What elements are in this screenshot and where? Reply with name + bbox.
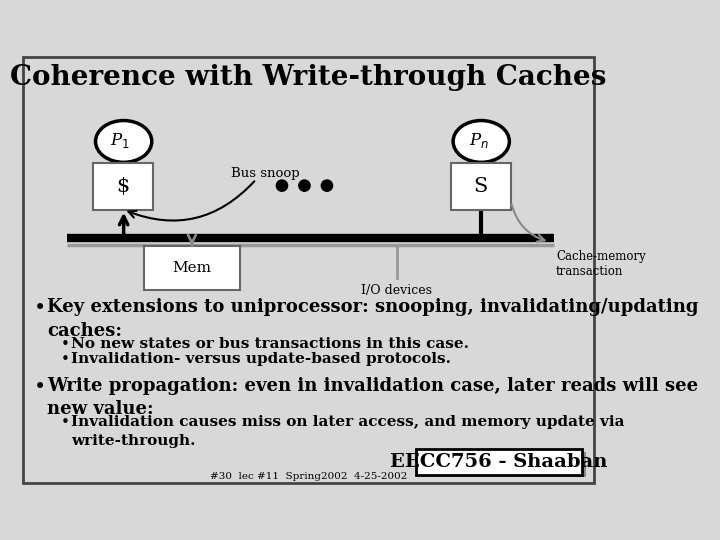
Bar bbox=[93, 163, 153, 210]
Text: •: • bbox=[61, 415, 70, 430]
Text: •: • bbox=[34, 377, 46, 397]
Circle shape bbox=[321, 180, 333, 191]
Ellipse shape bbox=[453, 120, 509, 163]
Text: Write propagation: even in invalidation case, later reads will see
new value:: Write propagation: even in invalidation … bbox=[48, 377, 698, 418]
Text: Bus snoop: Bus snoop bbox=[230, 167, 299, 180]
Circle shape bbox=[299, 180, 310, 191]
Text: P$_n$: P$_n$ bbox=[469, 131, 489, 150]
Text: P$_1$: P$_1$ bbox=[110, 131, 130, 150]
Bar bbox=[451, 163, 511, 210]
Text: #30  lec #11  Spring2002  4-25-2002: #30 lec #11 Spring2002 4-25-2002 bbox=[210, 471, 407, 481]
Text: •: • bbox=[61, 337, 70, 352]
Text: No new states or bus transactions in this case.: No new states or bus transactions in thi… bbox=[71, 337, 469, 350]
Circle shape bbox=[276, 180, 287, 191]
Ellipse shape bbox=[96, 120, 152, 163]
Text: Invalidation- versus update-based protocols.: Invalidation- versus update-based protoc… bbox=[71, 352, 451, 366]
Text: S: S bbox=[474, 177, 488, 196]
Text: EECC756 - Shaaban: EECC756 - Shaaban bbox=[390, 453, 608, 471]
Text: Key extensions to uniprocessor: snooping, invalidating/updating
caches:: Key extensions to uniprocessor: snooping… bbox=[48, 298, 699, 340]
Text: $: $ bbox=[117, 177, 130, 196]
FancyArrowPatch shape bbox=[512, 205, 544, 242]
Text: I/O devices: I/O devices bbox=[361, 285, 433, 298]
Text: •: • bbox=[61, 352, 70, 367]
Text: Invalidation causes miss on later access, and memory update via
write-through.: Invalidation causes miss on later access… bbox=[71, 415, 625, 448]
Bar bbox=[144, 246, 240, 290]
Text: •: • bbox=[34, 298, 46, 318]
FancyArrowPatch shape bbox=[128, 181, 254, 220]
Bar bbox=[416, 449, 582, 475]
Bar bbox=[419, 451, 585, 477]
Text: Coherence with Write-through Caches: Coherence with Write-through Caches bbox=[10, 64, 607, 91]
Text: Mem: Mem bbox=[173, 261, 212, 275]
Text: Cache-memory
transaction: Cache-memory transaction bbox=[556, 250, 646, 278]
